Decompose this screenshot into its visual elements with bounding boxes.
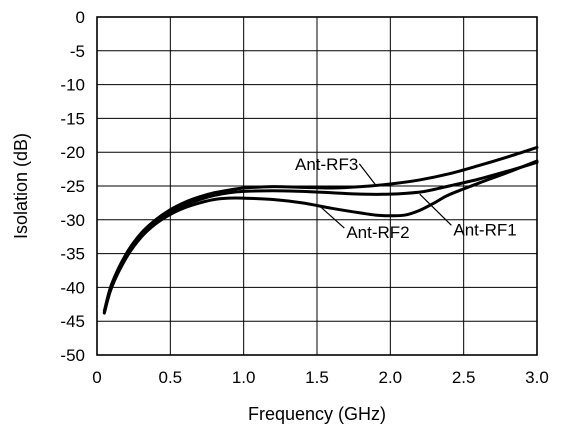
x-tick-label: 0 xyxy=(92,368,101,387)
x-tick-label: 0.5 xyxy=(159,368,183,387)
x-tick-labels: 0 0.5 1.0 1.5 2.0 2.5 3.0 xyxy=(92,368,549,387)
y-tick-label: -5 xyxy=(70,42,85,61)
x-tick-label: 1.0 xyxy=(232,368,256,387)
x-axis-title: Frequency (GHz) xyxy=(248,404,386,424)
x-tick-label: 2.5 xyxy=(452,368,476,387)
annotation-ant-rf1: Ant-RF1 xyxy=(453,220,516,239)
plot-frame xyxy=(96,16,538,356)
leader-line-ant-rf1 xyxy=(419,193,452,226)
y-tick-label: -35 xyxy=(60,245,85,264)
x-tick-label: 1.5 xyxy=(305,368,329,387)
y-tick-label: -20 xyxy=(60,143,85,162)
series-line-ant-rf1 xyxy=(102,160,539,314)
y-tick-label: 0 xyxy=(76,8,85,27)
series-line-ant-rf3 xyxy=(102,145,539,313)
y-tick-label: -30 xyxy=(60,211,85,230)
y-axis-title: Isolation (dB) xyxy=(11,133,31,239)
y-tick-label: -10 xyxy=(60,76,85,95)
y-tick-label: -40 xyxy=(60,278,85,297)
x-tick-label: 2.0 xyxy=(379,368,403,387)
x-tick-label: 3.0 xyxy=(525,368,549,387)
y-tick-label: -25 xyxy=(60,177,85,196)
leader-line-ant-rf2 xyxy=(319,205,345,229)
annotation-ant-rf2: Ant-RF2 xyxy=(346,223,409,242)
leader-line-ant-rf3 xyxy=(358,163,377,186)
y-tick-label: -45 xyxy=(60,312,85,331)
y-tick-label: -50 xyxy=(60,346,85,365)
y-tick-labels: 0 -5 -10 -15 -20 -25 -30 -35 -40 -45 -50 xyxy=(60,8,85,365)
grid-lines xyxy=(97,17,537,355)
annotation-group: Ant-RF3 Ant-RF2 Ant-RF1 xyxy=(295,155,517,242)
annotation-ant-rf3: Ant-RF3 xyxy=(295,155,358,174)
y-tick-label: -15 xyxy=(60,109,85,128)
series-line-ant-rf2 xyxy=(102,159,539,315)
series-group xyxy=(102,145,539,315)
